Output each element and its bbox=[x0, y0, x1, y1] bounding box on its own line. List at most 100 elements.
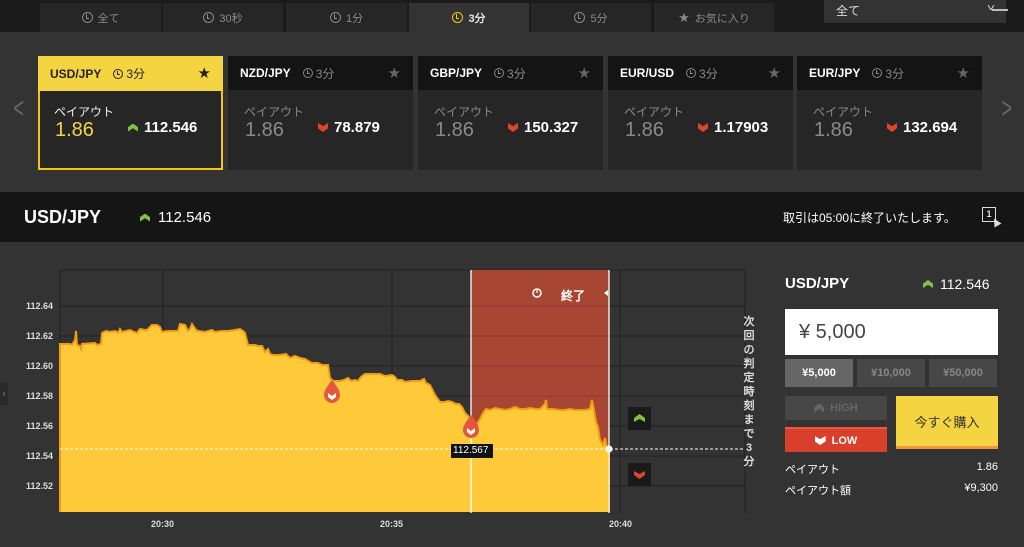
arrow-up-icon bbox=[814, 403, 825, 413]
tab-5min[interactable]: 5分 bbox=[531, 3, 651, 32]
amount-input[interactable] bbox=[785, 309, 998, 355]
asset-card-eurusd[interactable]: EUR/USD 3分 ★ ペイアウト 1.86 1.17903 bbox=[608, 56, 793, 170]
y-tick: 112.52 bbox=[26, 481, 54, 491]
chevron-left-icon[interactable]: < bbox=[13, 92, 25, 125]
clock-icon bbox=[113, 68, 124, 79]
payout-value: 1.86 bbox=[976, 461, 998, 473]
payout-amount-value: ¥9,300 bbox=[964, 482, 998, 494]
chevron-down-icon: ˅ bbox=[987, 3, 995, 14]
card-pair: GBP/JPY bbox=[430, 66, 483, 80]
tab-all[interactable]: 全て bbox=[40, 3, 161, 32]
arrow-down-icon bbox=[814, 436, 826, 445]
next-judgement-countdown: 次回の判定時刻まで3分 bbox=[743, 316, 755, 468]
payout-row: ペイアウト 1.86 bbox=[785, 461, 998, 477]
high-button[interactable]: HIGH bbox=[785, 396, 887, 420]
favorite-star-icon[interactable]: ★ bbox=[577, 65, 591, 82]
payout-value: 1.86 bbox=[55, 119, 94, 141]
panel-rate: 112.546 bbox=[923, 276, 990, 292]
current-pair: USD/JPY bbox=[24, 207, 102, 227]
y-tick: 112.58 bbox=[26, 391, 54, 401]
clock-icon bbox=[81, 12, 93, 23]
tab-label: 3分 bbox=[468, 12, 486, 25]
payout-amount-row: ペイアウト額 ¥9,300 bbox=[785, 482, 998, 498]
payout-label: ペイアウト bbox=[244, 105, 305, 119]
card-duration: 3分 bbox=[494, 65, 526, 82]
favorite-star-icon[interactable]: ★ bbox=[387, 65, 401, 82]
favorite-star-icon[interactable]: ★ bbox=[197, 65, 211, 82]
arrow-up-icon bbox=[140, 213, 150, 222]
low-entry-marker-icon bbox=[463, 415, 479, 438]
tab-label: 1分 bbox=[345, 12, 364, 25]
minimize-icon[interactable] bbox=[992, 9, 1008, 11]
payout-label: ペイアウト bbox=[624, 105, 685, 119]
rate: 132.694 bbox=[887, 119, 957, 136]
y-tick: 112.60 bbox=[26, 361, 54, 371]
card-duration: 3分 bbox=[686, 65, 718, 82]
y-tick: 112.54 bbox=[26, 451, 54, 461]
y-tick: 112.56 bbox=[26, 421, 54, 431]
rate: 1.17903 bbox=[698, 119, 768, 136]
payout-label: ペイアウト bbox=[434, 105, 495, 119]
trading-close-message: 取引は05:00に終了いたします。 bbox=[783, 211, 956, 225]
clock-icon bbox=[494, 68, 505, 78]
x-tick: 20:40 bbox=[609, 519, 633, 529]
top-bar: 全て 30秒 1分 3分 5分 ★ お気に入り 全て ˅ bbox=[0, 0, 1024, 32]
panel-pair: USD/JPY bbox=[785, 275, 850, 292]
y-tick: 112.64 bbox=[26, 301, 54, 311]
favorite-star-icon[interactable]: ★ bbox=[767, 65, 781, 82]
arrow-down-icon bbox=[887, 123, 897, 132]
amount-5000-button[interactable]: ¥5,000 bbox=[785, 359, 853, 387]
asset-card-gbpjpy[interactable]: GBP/JPY 3分 ★ ペイアウト 1.86 150.327 bbox=[418, 56, 603, 170]
asset-card-eurjpy[interactable]: EUR/JPY 3分 ★ ペイアウト 1.86 132.694 bbox=[797, 56, 982, 170]
card-header: GBP/JPY 3分 ★ bbox=[418, 56, 603, 90]
tab-label: お気に入り bbox=[694, 12, 750, 25]
tab-label: 30秒 bbox=[219, 12, 243, 25]
card-pair: NZD/JPY bbox=[240, 66, 291, 80]
side-panel-toggle[interactable]: › bbox=[0, 383, 8, 405]
arrow-down-icon bbox=[508, 123, 518, 132]
current-rate: 112.546 bbox=[140, 209, 211, 226]
payout-value: 1.86 bbox=[435, 119, 474, 141]
star-icon: ★ bbox=[678, 9, 690, 25]
card-pair: EUR/USD bbox=[620, 66, 675, 80]
asset-filter-dropdown[interactable]: 全て ˅ bbox=[824, 0, 1006, 23]
payout-amount-label: ペイアウト額 bbox=[785, 485, 851, 497]
x-tick: 20:35 bbox=[380, 519, 404, 529]
price-chart[interactable] bbox=[0, 242, 775, 547]
arrow-up-icon bbox=[128, 123, 138, 132]
tab-30sec[interactable]: 30秒 bbox=[163, 3, 283, 32]
single-window-icon[interactable]: 1 bbox=[982, 207, 996, 222]
chart-high-button[interactable] bbox=[628, 407, 651, 430]
rate: 78.879 bbox=[318, 119, 380, 136]
arrow-up-icon bbox=[923, 280, 933, 288]
chevron-right-icon[interactable]: > bbox=[1001, 92, 1013, 125]
favorite-star-icon[interactable]: ★ bbox=[956, 65, 970, 82]
payout-label: ペイアウト bbox=[54, 105, 115, 119]
clock-icon bbox=[329, 12, 341, 23]
chart-low-button[interactable] bbox=[628, 463, 651, 486]
card-duration: 3分 bbox=[872, 65, 904, 82]
asset-card-nzdjpy[interactable]: NZD/JPY 3分 ★ ペイアウト 1.86 78.879 bbox=[228, 56, 413, 170]
card-duration: 3分 bbox=[113, 65, 145, 82]
clock-icon bbox=[203, 12, 215, 23]
amount-10000-button[interactable]: ¥10,000 bbox=[857, 359, 925, 387]
mouse-cursor-icon bbox=[990, 216, 1002, 228]
x-tick: 20:30 bbox=[151, 519, 175, 529]
clock-icon bbox=[872, 68, 883, 78]
payout-label: ペイアウト bbox=[813, 105, 874, 119]
card-pair: USD/JPY bbox=[50, 66, 102, 81]
tab-1min[interactable]: 1分 bbox=[286, 3, 407, 32]
low-button[interactable]: LOW bbox=[785, 427, 887, 452]
dropdown-value: 全て bbox=[836, 4, 861, 18]
tab-3min[interactable]: 3分 bbox=[409, 3, 529, 32]
buy-now-button[interactable]: 今すぐ購入 bbox=[896, 396, 998, 449]
amount-50000-button[interactable]: ¥50,000 bbox=[929, 359, 997, 387]
tab-label: 全て bbox=[97, 12, 120, 25]
rate: 112.546 bbox=[128, 119, 197, 136]
asset-card-usdjpy[interactable]: USD/JPY 3分 ★ ペイアウト 1.86 112.546 bbox=[38, 56, 223, 170]
history-icon bbox=[532, 288, 542, 298]
tab-favorites[interactable]: ★ お気に入り bbox=[654, 3, 774, 32]
card-header: USD/JPY 3分 ★ bbox=[38, 56, 223, 91]
rate: 150.327 bbox=[508, 119, 578, 136]
payout-value: 1.86 bbox=[625, 119, 664, 141]
